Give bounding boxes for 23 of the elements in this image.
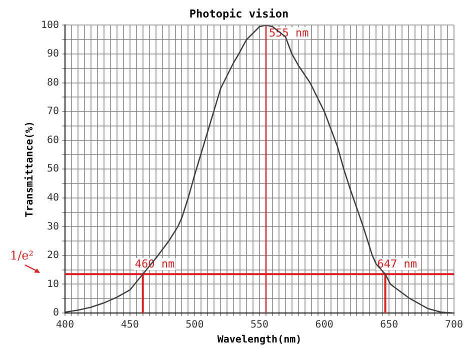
y-tick-label: 100 [41, 20, 60, 31]
y-tick-label: 90 [47, 48, 60, 60]
x-tick-label: 600 [315, 320, 334, 331]
chart-title: Photopic vision [189, 7, 289, 20]
y-tick-label: 40 [47, 192, 60, 204]
x-tick-label: 550 [250, 320, 269, 331]
y-tick-label: 60 [47, 134, 60, 146]
y-tick-label: 10 [47, 278, 60, 290]
y-tick-label: 50 [47, 164, 60, 175]
y-tick-label: 0 [53, 308, 60, 319]
x-tick-label: 450 [120, 320, 139, 331]
ref-line-label: 1/e² [10, 248, 34, 262]
y-tick-label: 70 [47, 106, 60, 118]
x-tick-label: 500 [186, 320, 204, 331]
y-tick-label: 30 [47, 221, 60, 232]
annotation: 647 nm [377, 258, 418, 271]
x-tick-label: 700 [444, 320, 463, 331]
x-axis-title: Wavelength(nm) [217, 334, 302, 346]
y-tick-label: 20 [47, 250, 60, 262]
y-axis-title: Transmittance(%) [24, 120, 36, 218]
x-tick-label: 400 [56, 320, 74, 331]
x-tick-label: 650 [380, 320, 398, 331]
y-tick-label: 80 [47, 77, 60, 88]
